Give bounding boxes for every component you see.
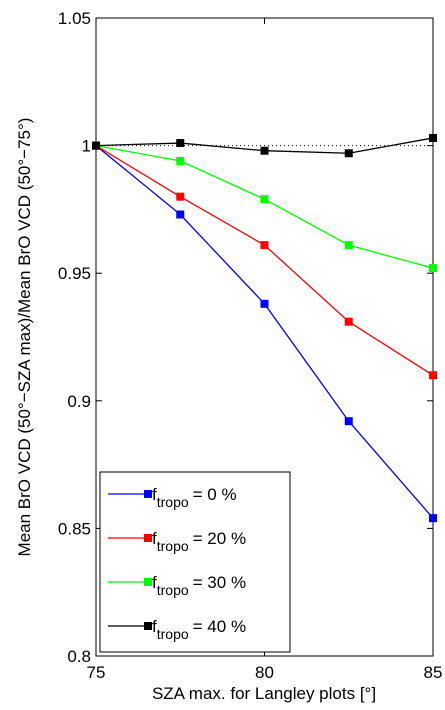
data-point	[176, 156, 185, 165]
data-point	[344, 241, 353, 250]
legend-symbol: f	[152, 529, 157, 548]
data-point	[176, 192, 185, 201]
legend-symbol: f	[152, 573, 157, 592]
legend-marker	[144, 490, 152, 498]
legend-text: = 40 %	[193, 617, 246, 636]
y-tick-label: 0.8	[67, 647, 91, 666]
y-tick-label: 1.05	[58, 9, 91, 28]
legend-symbol: f	[152, 617, 157, 636]
legend-subscript: tropo	[157, 494, 189, 510]
legend-symbol: f	[152, 485, 157, 504]
legend: ftropo = 0 %ftropo = 20 %ftropo = 30 %ftrop…	[99, 471, 291, 653]
data-point	[429, 371, 437, 380]
y-axis-label: Mean BrO VCD (50°−SZA max)/Mean BrO VCD …	[15, 118, 34, 557]
x-tick-label: 80	[255, 663, 274, 682]
legend-label: ftropo = 30 %	[152, 573, 246, 598]
data-point	[260, 241, 269, 250]
legend-label: ftropo = 40 %	[152, 617, 246, 642]
data-point	[429, 133, 437, 142]
legend-subscript: tropo	[157, 626, 189, 642]
data-point	[429, 514, 437, 523]
data-point	[260, 195, 269, 204]
data-point	[260, 146, 269, 155]
data-point	[429, 264, 437, 273]
legend-label: ftropo = 0 %	[152, 485, 237, 510]
x-tick-label: 85	[424, 663, 443, 682]
legend-subscript: tropo	[157, 582, 189, 598]
data-point	[260, 299, 269, 308]
data-point	[92, 141, 100, 150]
legend-text: = 0 %	[193, 485, 237, 504]
data-point	[344, 317, 353, 326]
legend-text: = 30 %	[193, 573, 246, 592]
y-tick-label: 0.9	[67, 392, 91, 411]
legend-marker	[144, 578, 152, 586]
legend-marker	[144, 534, 152, 542]
legend-label: ftropo = 20 %	[152, 529, 246, 554]
data-point	[344, 149, 353, 158]
legend-text: = 20 %	[193, 529, 246, 548]
y-tick-label: 1	[82, 137, 91, 156]
y-tick-label: 0.85	[58, 519, 91, 538]
y-tick-label: 0.95	[58, 264, 91, 283]
legend-box	[99, 471, 291, 653]
legend-subscript: tropo	[157, 538, 189, 554]
data-point	[176, 139, 185, 148]
data-point	[344, 417, 353, 426]
legend-marker	[144, 622, 152, 630]
x-tick-label: 75	[87, 663, 106, 682]
data-point	[176, 210, 185, 219]
x-axis-label: SZA max. for Langley plots [°]	[152, 684, 376, 703]
